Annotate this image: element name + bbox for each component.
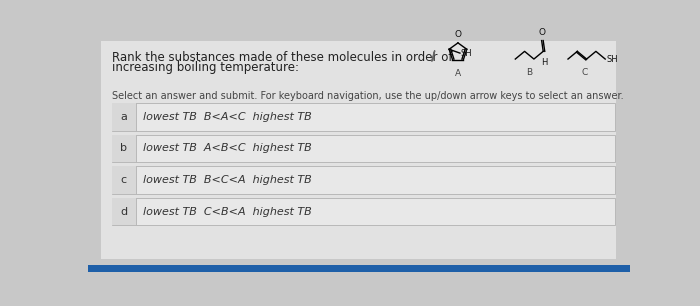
Text: H: H: [542, 58, 548, 66]
Bar: [88, 265, 630, 272]
Text: a: a: [120, 112, 127, 122]
Text: SH: SH: [461, 49, 473, 58]
Text: Rank the substances made of these molecules in order of: Rank the substances made of these molecu…: [112, 50, 453, 64]
Bar: [112, 198, 615, 226]
Text: O: O: [539, 28, 546, 37]
Text: lowest TB  A<B<C  highest TB: lowest TB A<B<C highest TB: [144, 144, 312, 153]
Polygon shape: [432, 50, 435, 62]
Bar: [112, 166, 615, 194]
Text: SH: SH: [607, 54, 618, 64]
Text: B: B: [526, 68, 532, 76]
Text: d: d: [120, 207, 127, 217]
Text: Select an answer and submit. For keyboard navigation, use the up/down arrow keys: Select an answer and submit. For keyboar…: [112, 91, 624, 101]
Bar: [112, 135, 615, 162]
Bar: [112, 198, 136, 226]
Text: lowest TB  C<B<A  highest TB: lowest TB C<B<A highest TB: [144, 207, 312, 217]
Text: A: A: [455, 69, 461, 78]
Bar: [112, 103, 136, 131]
Text: O: O: [454, 30, 461, 39]
Text: increasing boiling temperature:: increasing boiling temperature:: [112, 62, 300, 74]
Text: lowest TB  B<A<C  highest TB: lowest TB B<A<C highest TB: [144, 112, 312, 122]
Bar: [112, 135, 136, 162]
Bar: [112, 103, 615, 131]
Bar: [112, 166, 136, 194]
Text: C: C: [582, 68, 588, 76]
Text: b: b: [120, 144, 127, 153]
Text: c: c: [121, 175, 127, 185]
Text: lowest TB  B<C<A  highest TB: lowest TB B<C<A highest TB: [144, 175, 312, 185]
